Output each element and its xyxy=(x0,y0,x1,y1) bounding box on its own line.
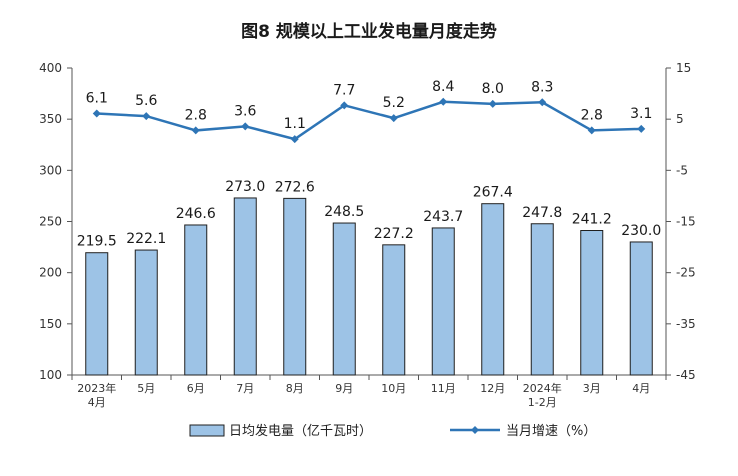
line-path xyxy=(96,100,642,141)
right-axis-tick-label: -35 xyxy=(676,317,696,331)
line-data-label: 6.1 xyxy=(86,91,108,107)
axes: 100 150 200 250 300 350 400 -45 -35 -25 -15 -5 5 15 20… xyxy=(39,61,696,409)
line-point xyxy=(389,114,398,123)
x-axis-tick-label: 10月 xyxy=(381,382,406,395)
bar-series: 219.5 222.1 246.6 273.0 272.6 248.5 227.2 243.7… xyxy=(77,179,661,376)
bar xyxy=(134,249,158,376)
bar xyxy=(283,197,307,376)
line-data-label: 3.1 xyxy=(630,106,652,122)
bar-data-label: 246.6 xyxy=(176,206,216,222)
x-axis-tick-label: 4月 xyxy=(88,396,106,409)
chart-title: 图8 规模以上工业发电量月度走势 xyxy=(241,21,497,42)
line-data-label: 7.7 xyxy=(333,82,355,98)
line-data-label: 8.4 xyxy=(432,79,454,95)
bar xyxy=(629,241,653,376)
right-axis-tick-label: 5 xyxy=(676,112,684,126)
right-axis-tick-label: 15 xyxy=(676,61,691,75)
line-data-label: 1.1 xyxy=(284,116,306,132)
bar-data-label: 230.0 xyxy=(621,223,661,239)
left-axis-tick-label: 400 xyxy=(39,61,62,75)
x-axis-tick-label: 2023年 xyxy=(77,381,116,395)
bar-data-label: 219.5 xyxy=(77,234,117,250)
line-data-label: 8.3 xyxy=(531,79,553,95)
line-point xyxy=(241,122,250,131)
legend: 日均发电量（亿千瓦时） 当月增速（%） xyxy=(189,423,596,439)
x-axis-tick-label: 11月 xyxy=(431,382,456,395)
bar-data-label: 272.6 xyxy=(275,179,315,195)
line-point xyxy=(587,126,596,135)
bar-data-label: 248.5 xyxy=(324,204,364,220)
bar-data-label: 222.1 xyxy=(126,231,166,247)
x-axis-tick-label: 6月 xyxy=(187,382,205,395)
bar xyxy=(481,203,505,376)
line-data-label: 8.0 xyxy=(482,81,504,97)
x-axis-tick-label: 4月 xyxy=(632,382,650,395)
x-axis-tick-label: 2024年 xyxy=(523,381,562,395)
x-axis-tick-label: 7月 xyxy=(236,382,254,395)
line-data-label: 2.8 xyxy=(581,107,603,123)
line-point xyxy=(142,112,151,121)
line-data-label: 3.6 xyxy=(234,103,256,119)
line-series: 6.1 5.6 2.8 3.6 1.1 7.7 5.2 8.4 8.0 8.3 2.8 3.1 xyxy=(86,79,652,144)
bar xyxy=(382,244,406,376)
bar xyxy=(332,222,356,376)
left-axis-tick-label: 250 xyxy=(39,215,62,229)
line-data-label: 5.6 xyxy=(135,93,157,109)
bar xyxy=(580,230,604,376)
line-point xyxy=(439,97,448,106)
x-axis-tick-label: 3月 xyxy=(583,382,601,395)
bar-data-label: 247.8 xyxy=(522,205,562,221)
legend-bar-label: 日均发电量（亿千瓦时） xyxy=(229,423,372,439)
bar-data-label: 267.4 xyxy=(473,185,513,201)
legend-line-label: 当月增速（%） xyxy=(506,424,596,439)
line-data-label: 2.8 xyxy=(185,107,207,123)
legend-bar-swatch xyxy=(189,424,225,437)
line-point xyxy=(637,124,646,133)
x-axis-tick-label: 5月 xyxy=(137,382,155,395)
left-axis-tick-label: 150 xyxy=(39,317,62,331)
left-axis-tick-label: 350 xyxy=(39,112,62,126)
left-axis-tick-label: 100 xyxy=(39,368,62,382)
bar xyxy=(184,224,208,376)
line-point xyxy=(340,101,349,110)
bar-data-label: 243.7 xyxy=(423,209,463,225)
line-point xyxy=(92,109,101,118)
x-axis-tick-label: 8月 xyxy=(286,382,304,395)
right-axis-tick-label: -25 xyxy=(676,266,696,280)
left-axis-tick-label: 200 xyxy=(39,266,62,280)
x-axis-tick-label: 1-2月 xyxy=(528,396,557,409)
line-point xyxy=(290,135,299,144)
bar-data-label: 273.0 xyxy=(225,179,265,195)
legend-line-marker xyxy=(471,426,479,434)
right-axis-tick-label: -5 xyxy=(676,163,688,177)
bar-data-label: 227.2 xyxy=(374,226,414,242)
x-axis-tick-label: 9月 xyxy=(335,382,353,395)
right-axis-tick-label: -15 xyxy=(676,215,696,229)
x-axis-tick-label: 12月 xyxy=(480,382,505,395)
line-data-label: 5.2 xyxy=(383,95,405,111)
left-axis-tick-label: 300 xyxy=(39,163,62,177)
line-point xyxy=(191,126,200,135)
line-point xyxy=(538,98,547,107)
bar xyxy=(233,197,257,376)
line-point xyxy=(488,99,497,108)
bar xyxy=(85,252,109,376)
bar-data-label: 241.2 xyxy=(572,212,612,228)
bar xyxy=(530,223,554,376)
bar xyxy=(431,227,455,376)
right-axis-tick-label: -45 xyxy=(676,368,696,382)
